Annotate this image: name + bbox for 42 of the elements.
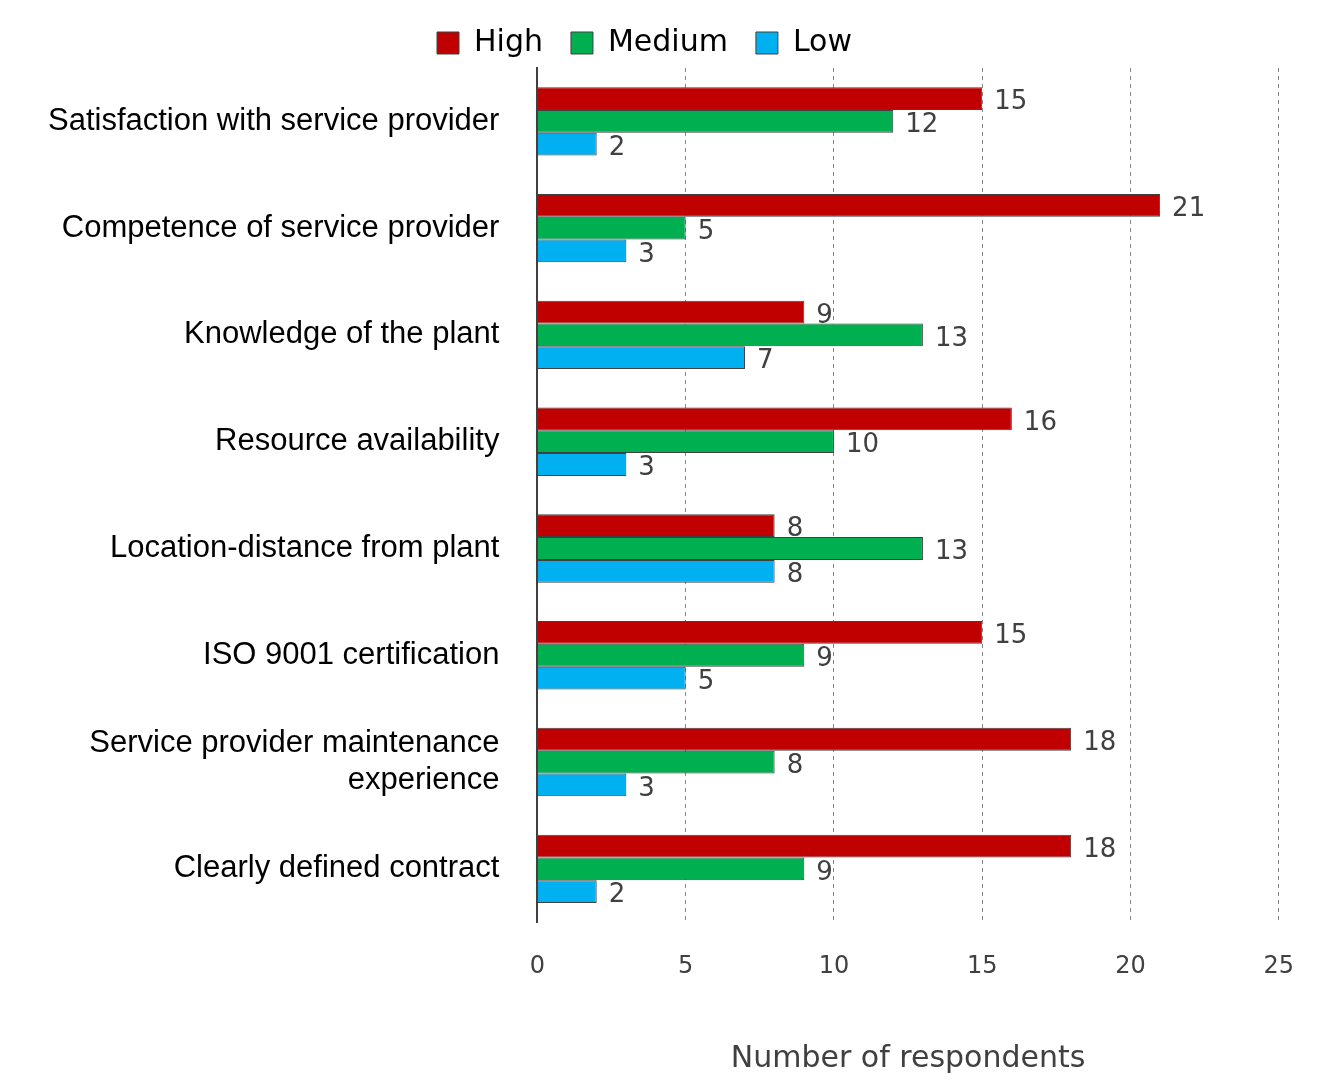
data-label: 13 (934, 321, 968, 352)
data-label: 18 (1083, 726, 1117, 757)
y-tick-label: Competence of service provider (61, 208, 500, 244)
y-tick-label: Satisfaction with service provider (47, 101, 500, 137)
x-tick-label: 15 (966, 950, 998, 979)
y-tick-label: Location-distance from plant (109, 529, 500, 565)
y-tick-label: Clearly defined contract (173, 849, 500, 885)
data-label: 16 (1023, 405, 1057, 436)
data-label: 13 (934, 535, 968, 566)
x-axis-title: Number of respondents (730, 1038, 1086, 1074)
legend-label: High (474, 22, 543, 58)
data-label: 9 (816, 855, 833, 886)
data-label: 7 (756, 344, 774, 375)
y-tick-label: Resource availability (215, 422, 500, 458)
data-label: 9 (816, 298, 833, 329)
legend-label: Medium (607, 22, 728, 58)
data-label: 12 (905, 108, 939, 139)
data-label: 8 (786, 748, 804, 779)
data-label: 5 (697, 664, 715, 695)
data-label: 3 (638, 237, 655, 268)
data-label: 2 (608, 130, 626, 161)
x-tick-label: 0 (529, 950, 546, 979)
x-tick-label: 5 (678, 950, 694, 979)
data-label: 8 (786, 512, 804, 543)
y-tick-label: Service provider maintenance experience (89, 723, 500, 797)
x-tick-label: 20 (1115, 950, 1146, 979)
data-label: 8 (786, 558, 804, 589)
data-label: 15 (994, 619, 1028, 650)
legend-label: Low (792, 22, 852, 58)
data-label: 5 (697, 214, 715, 245)
data-label: 15 (994, 85, 1028, 116)
x-tick-label: 25 (1263, 950, 1294, 979)
data-label: 10 (845, 428, 880, 459)
x-tick-label: 10 (818, 950, 850, 979)
data-label: 9 (816, 642, 833, 673)
data-label: 3 (638, 451, 655, 482)
data-label: 18 (1083, 832, 1117, 863)
data-label: 3 (638, 771, 655, 802)
data-label: 2 (608, 878, 626, 909)
data-label: 21 (1172, 192, 1206, 223)
y-tick-label: ISO 9001 certification (203, 635, 500, 671)
y-tick-label: Knowledge of the plant (184, 315, 500, 351)
